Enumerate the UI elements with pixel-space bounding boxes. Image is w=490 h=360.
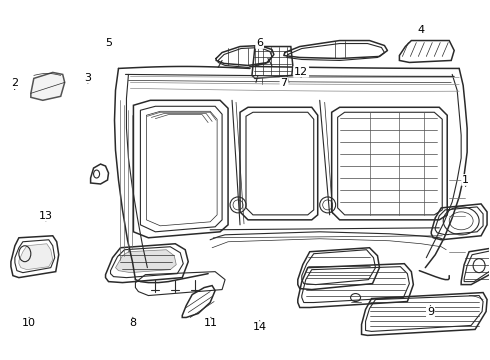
Text: 9: 9 xyxy=(427,307,434,317)
Text: 8: 8 xyxy=(129,319,136,328)
Text: 12: 12 xyxy=(294,67,308,77)
Text: 6: 6 xyxy=(256,38,263,48)
Text: 13: 13 xyxy=(39,211,53,221)
Text: 1: 1 xyxy=(462,175,469,185)
Text: 10: 10 xyxy=(22,319,36,328)
Polygon shape xyxy=(31,72,65,100)
Polygon shape xyxy=(19,244,53,270)
Text: 2: 2 xyxy=(11,78,18,88)
Text: 7: 7 xyxy=(280,78,288,88)
Text: 14: 14 xyxy=(252,322,267,332)
Polygon shape xyxy=(116,250,176,273)
Text: 3: 3 xyxy=(84,73,91,83)
Text: 11: 11 xyxy=(204,319,218,328)
Text: 5: 5 xyxy=(105,38,112,48)
Text: 4: 4 xyxy=(417,25,424,35)
